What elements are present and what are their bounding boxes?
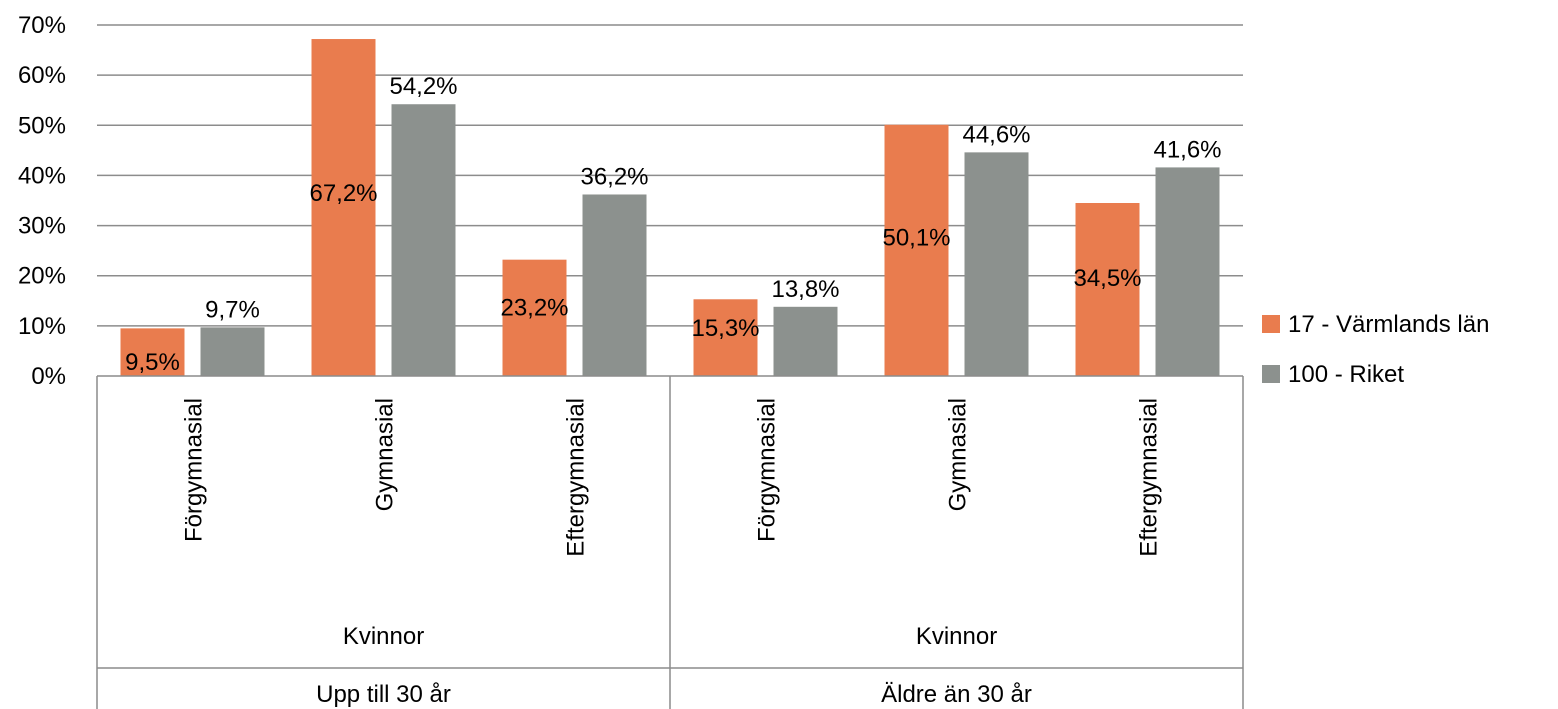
bar [964, 152, 1029, 376]
bar [200, 327, 265, 376]
y-tick-label: 60% [18, 62, 66, 89]
bar [391, 104, 456, 377]
data-label: 50,1% [882, 224, 950, 251]
y-tick-label: 20% [18, 263, 66, 290]
data-labels: 9,5% 67,2% 23,2% 15,3% 50,1% 34,5% 9,7% 54,2% 36… [125, 73, 1221, 376]
y-tick-label: 40% [18, 162, 66, 189]
data-label: 44,6% [962, 121, 1030, 148]
y-tick-label: 50% [18, 112, 66, 139]
data-label: 13,8% [771, 276, 839, 303]
category-label: Gymnasial [372, 398, 399, 511]
legend-swatch [1262, 365, 1280, 383]
category-label: Gymnasial [945, 398, 972, 511]
bar [1155, 167, 1220, 376]
legend-label: 17 - Värmlands län [1288, 311, 1489, 338]
data-label: 34,5% [1073, 265, 1141, 292]
data-label: 9,5% [125, 349, 180, 376]
bar [311, 39, 376, 376]
legend-swatch [1262, 315, 1280, 333]
bar [1075, 203, 1140, 376]
legend: 17 - Värmlands län 100 - Riket [1262, 311, 1489, 388]
data-label: 36,2% [580, 163, 648, 190]
bar [120, 328, 185, 376]
axes: 0% 10% 20% 30% 40% 50% 60% 70% [18, 12, 66, 390]
bar [884, 124, 949, 376]
data-label: 23,2% [500, 295, 568, 322]
category-level-3-label: Upp till 30 år [316, 681, 451, 708]
legend-label: 100 - Riket [1288, 361, 1404, 388]
y-tick-label: 30% [18, 213, 66, 240]
data-label: 9,7% [205, 296, 260, 323]
data-label: 15,3% [691, 315, 759, 342]
category-label: Eftergymnasial [1136, 398, 1163, 557]
category-level-3-label: Äldre än 30 år [881, 681, 1032, 708]
category-label: Förgymnasial [181, 398, 208, 542]
category-level-2-label: Kvinnor [916, 623, 997, 650]
data-label: 54,2% [389, 73, 457, 100]
category-axis: Förgymnasial Gymnasial Eftergymnasial Förgy… [96, 375, 1244, 709]
category-level-2-label: Kvinnor [343, 623, 424, 650]
bar [693, 299, 758, 376]
bar [773, 306, 838, 376]
category-label: Eftergymnasial [563, 398, 590, 557]
data-label: 41,6% [1153, 136, 1221, 163]
y-tick-label: 70% [18, 12, 66, 39]
category-label: Förgymnasial [754, 398, 781, 542]
y-tick-label: 0% [31, 363, 66, 390]
bar [582, 194, 647, 376]
data-label: 67,2% [309, 180, 377, 207]
gridlines [97, 24, 1243, 327]
bar [502, 259, 567, 376]
bars [120, 39, 1220, 377]
y-tick-label: 10% [18, 313, 66, 340]
